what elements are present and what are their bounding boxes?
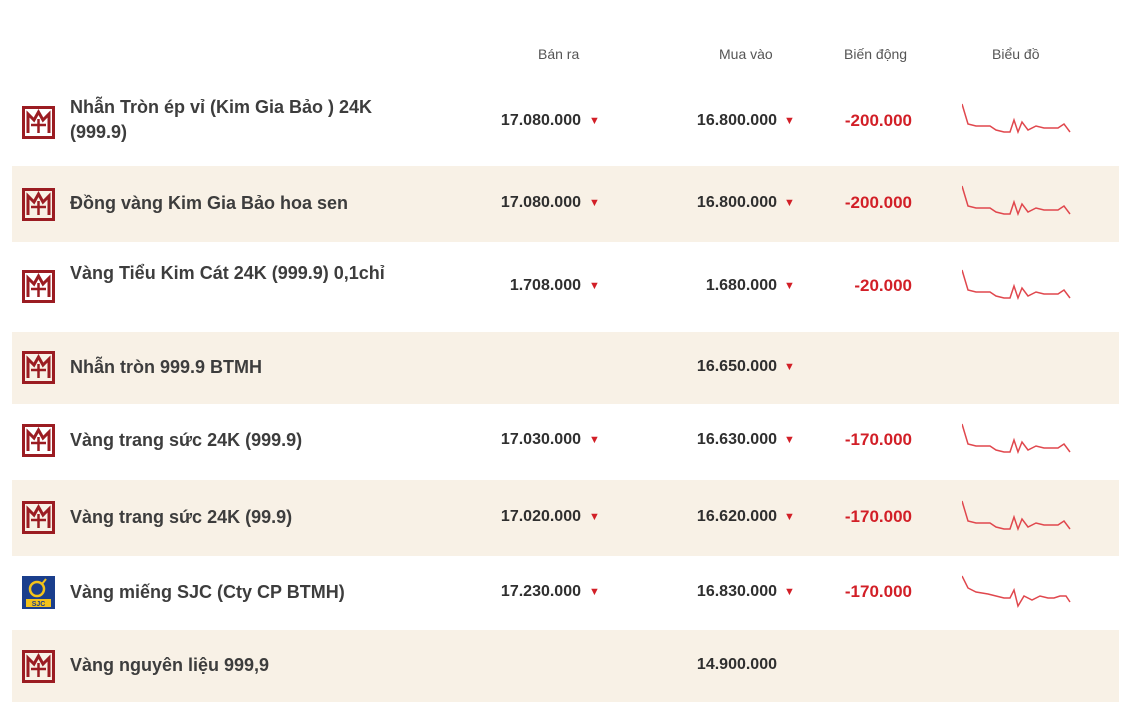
buy-price: 1.680.000 [705,277,777,294]
header-change: Biến động [844,46,908,62]
product-name: Vàng miếng SJC (Cty CP BTMH) [70,582,345,602]
down-triangle-icon: ▼ [589,280,600,292]
buy-price: 16.650.000 [696,358,777,375]
product-name: Đồng vàng Kim Gia Bảo hoa sen [70,193,349,213]
sell-price: 17.030.000 [500,431,581,448]
down-triangle-icon: ▼ [784,434,795,446]
table-row[interactable]: Vàng trang sức 24K (999.9) 17.030.000 ▼ … [12,404,1119,480]
table-row[interactable]: Vàng nguyên liệu 999,9 14.900.000 [12,630,1119,702]
down-triangle-icon: ▼ [784,115,795,127]
down-triangle-icon: ▼ [589,586,600,598]
price-change: -20.000 [854,276,912,295]
sparkline-chart[interactable] [962,574,1074,612]
svg-text:SJC: SJC [32,601,46,608]
down-triangle-icon: ▼ [784,280,795,292]
sell-price: 17.230.000 [500,583,581,600]
price-change: -170.000 [844,507,912,526]
sell-price: 17.020.000 [500,508,581,525]
header-buy: Mua vào [719,46,773,62]
buy-price: 16.830.000 [696,583,777,600]
table-header: Bán ra Mua vào Biến động Biểu đồ [0,0,1125,90]
product-name: Vàng nguyên liệu 999,9 [70,655,270,675]
table-row[interactable]: Nhẫn Tròn ép vỉ (Kim Gia Bảo ) 24K (999.… [12,84,1119,160]
sparkline-chart[interactable] [962,184,1074,222]
price-change: -200.000 [844,111,912,130]
buy-price: 16.620.000 [696,508,777,525]
down-triangle-icon: ▼ [589,511,600,523]
product-name: Vàng trang sức 24K (99.9) [70,507,293,527]
price-change: -200.000 [844,193,912,212]
buy-price: 16.630.000 [696,431,777,448]
down-triangle-icon: ▼ [784,361,795,373]
table-row[interactable]: Vàng trang sức 24K (99.9) 17.020.000 ▼ 1… [12,480,1119,556]
buy-price: 16.800.000 [696,194,777,211]
btmh-logo-icon [22,270,55,303]
down-triangle-icon: ▼ [784,511,795,523]
sjc-logo-icon: SJC [22,576,55,609]
btmh-logo-icon [22,501,55,534]
sell-price: 17.080.000 [500,194,581,211]
down-triangle-icon: ▼ [784,586,795,598]
sparkline-chart[interactable] [962,268,1074,306]
down-triangle-icon: ▼ [589,197,600,209]
down-triangle-icon: ▼ [589,434,600,446]
btmh-logo-icon [22,106,55,139]
sparkline-chart[interactable] [962,499,1074,537]
btmh-logo-icon [22,650,55,683]
table-row[interactable]: Vàng Tiểu Kim Cát 24K (999.9) 0,1chỉ 1.7… [12,242,1119,332]
buy-price: 16.800.000 [696,112,777,129]
table-row[interactable]: Đồng vàng Kim Gia Bảo hoa sen 17.080.000… [12,166,1119,242]
header-chart: Biểu đồ [992,46,1040,62]
header-sell: Bán ra [538,46,580,62]
product-name: Vàng trang sức 24K (999.9) [70,430,303,450]
buy-price: 14.900.000 [696,656,777,673]
product-name: Nhẫn tròn 999.9 BTMH [70,357,263,377]
down-triangle-icon: ▼ [784,197,795,209]
btmh-logo-icon [22,188,55,221]
sell-price: 1.708.000 [509,277,581,294]
price-change: -170.000 [844,430,912,449]
price-change: -170.000 [844,582,912,601]
sell-price: 17.080.000 [500,112,581,129]
btmh-logo-icon [22,351,55,384]
sparkline-chart[interactable] [962,422,1074,460]
btmh-logo-icon [22,424,55,457]
product-name: Nhẫn Tròn ép vỉ (Kim Gia Bảo ) 24K (999.… [70,97,373,142]
table-row[interactable]: SJC Vàng miếng SJC (Cty CP BTMH) 17.230.… [12,556,1119,630]
sparkline-chart[interactable] [962,102,1074,140]
table-row[interactable]: Nhẫn tròn 999.9 BTMH 16.650.000 ▼ [12,332,1119,404]
down-triangle-icon: ▼ [589,115,600,127]
product-name: Vàng Tiểu Kim Cát 24K (999.9) 0,1chỉ [70,263,385,283]
